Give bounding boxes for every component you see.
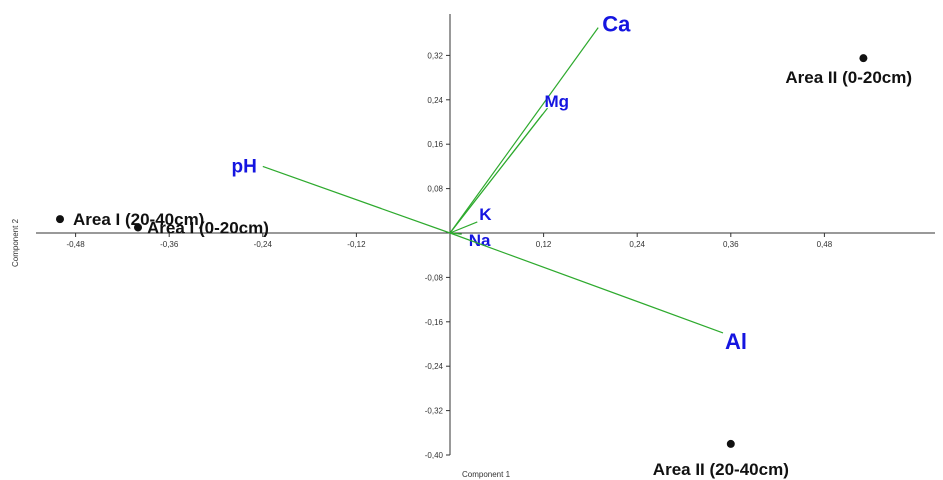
loading-label-ca: Ca <box>602 12 631 37</box>
x-tick-label: 0,48 <box>817 240 833 249</box>
y-axis-title: Component 2 <box>11 218 20 267</box>
sample-point-2 <box>134 223 142 232</box>
loading-label-al: Al <box>725 329 747 354</box>
sample-point-4 <box>726 439 735 448</box>
x-axis-title: Component 1 <box>462 470 511 479</box>
axis-ticks: -0,48 -0,36 -0,24 -0,12 0,12 0,24 0,36 0,48 0,32… <box>66 51 832 460</box>
y-tick-label: -0,32 <box>425 407 444 416</box>
sample-point-label: Area I (0-20cm) <box>147 218 269 237</box>
x-tick-label: -0,24 <box>254 240 273 249</box>
x-tick-label: 0,36 <box>723 240 739 249</box>
x-tick-label: -0,48 <box>66 240 85 249</box>
sample-points: Area I (20-40cm)Area I (0-20cm) Area II (… <box>56 54 912 479</box>
sample-point-label: Area II (0-20cm) <box>785 68 912 87</box>
sample-point-3 <box>859 54 868 63</box>
y-tick-label: 0,32 <box>427 51 443 60</box>
y-tick-label: 0,16 <box>427 140 443 149</box>
y-tick-label: 0,08 <box>427 185 443 194</box>
loading-vector-ph <box>262 165 451 234</box>
y-tick-label: -0,24 <box>425 362 444 371</box>
x-tick-label: 0,12 <box>536 240 552 249</box>
x-tick-label: -0,36 <box>160 240 179 249</box>
y-tick-label: -0,40 <box>425 451 444 460</box>
loading-vector-ca <box>449 27 599 234</box>
loading-label-k: K <box>479 205 492 224</box>
x-tick-label: 0,24 <box>629 240 645 249</box>
y-tick-label: -0,16 <box>425 318 444 327</box>
y-tick-label: 0,24 <box>427 96 443 105</box>
sample-point-1 <box>56 215 64 224</box>
loading-vector-mg-secondary <box>449 113 543 234</box>
y-tick-label: -0,08 <box>425 273 444 282</box>
axes <box>36 14 935 455</box>
sample-point-label: Area I (20-40cm) <box>73 210 204 229</box>
loading-label-ph: pH <box>231 156 256 177</box>
sample-point-label: Area II (20-40cm) <box>653 460 789 479</box>
loading-label-mg: Mg <box>545 92 570 111</box>
loading-vector-al <box>449 232 724 334</box>
x-tick-label: -0,12 <box>347 240 366 249</box>
loading-vector-k <box>449 221 478 234</box>
